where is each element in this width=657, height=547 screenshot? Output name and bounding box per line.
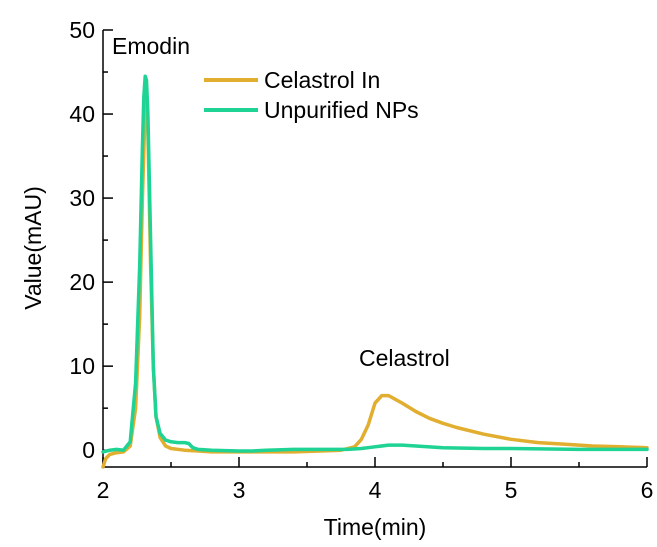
- y-axis-title: Value(mAU): [20, 186, 46, 310]
- series-line-celastrol-in: [101, 99, 649, 469]
- y-tick-label: 0: [82, 437, 95, 463]
- y-tick-label: 10: [69, 353, 95, 379]
- legend-label-celastrol-in: Celastrol In: [264, 67, 380, 93]
- x-tick-label: 4: [369, 477, 382, 503]
- y-tick-label: 40: [69, 101, 95, 127]
- legend-label-unpurified-nps: Unpurified NPs: [264, 97, 419, 123]
- y-tick-label: 50: [69, 17, 95, 43]
- y-tick-label: 30: [69, 185, 95, 211]
- series-layer: [101, 74, 649, 469]
- x-ticks: 2 3 4 5 6: [97, 457, 654, 503]
- y-ticks: 0 10 20 30 40 50: [69, 17, 113, 463]
- x-tick-label: 2: [97, 477, 110, 503]
- legend: Celastrol In Unpurified NPs: [204, 67, 419, 123]
- x-tick-label: 5: [505, 477, 518, 503]
- annotation-celastrol: Celastrol: [359, 345, 450, 371]
- series-line-unpurified-nps: [101, 74, 649, 454]
- annotation-emodin: Emodin: [112, 33, 190, 59]
- y-tick-label: 20: [69, 269, 95, 295]
- x-tick-label: 3: [233, 477, 246, 503]
- x-axis-title: Time(min): [324, 514, 427, 540]
- x-tick-label: 6: [641, 477, 654, 503]
